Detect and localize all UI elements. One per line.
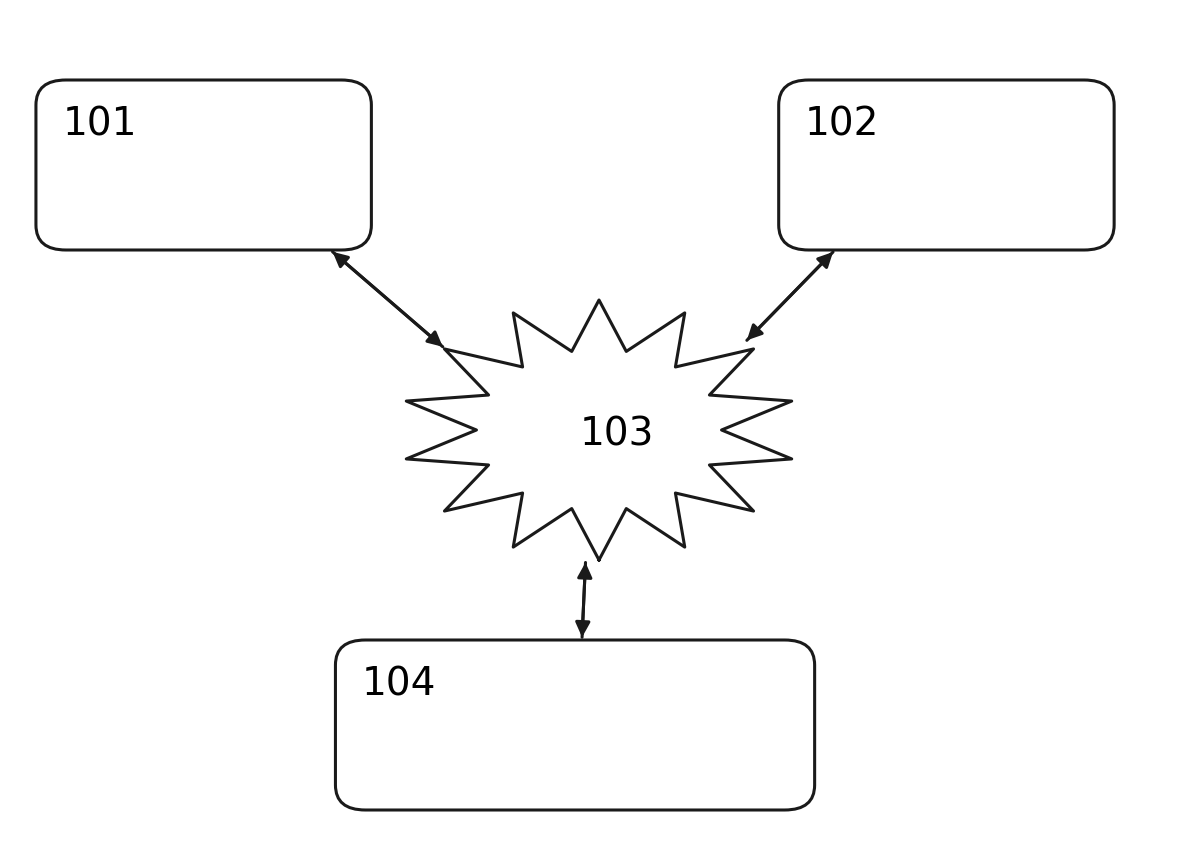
Polygon shape <box>406 300 792 560</box>
FancyArrowPatch shape <box>333 252 440 344</box>
FancyArrowPatch shape <box>579 566 591 638</box>
Text: 103: 103 <box>580 416 654 454</box>
FancyBboxPatch shape <box>779 80 1114 250</box>
Text: 102: 102 <box>805 105 879 143</box>
FancyBboxPatch shape <box>36 80 371 250</box>
FancyArrowPatch shape <box>335 254 443 347</box>
Text: 104: 104 <box>362 665 436 703</box>
FancyArrowPatch shape <box>576 563 589 634</box>
Text: 101: 101 <box>62 105 137 143</box>
FancyArrowPatch shape <box>749 252 833 337</box>
FancyArrowPatch shape <box>746 254 830 340</box>
FancyBboxPatch shape <box>335 640 815 810</box>
